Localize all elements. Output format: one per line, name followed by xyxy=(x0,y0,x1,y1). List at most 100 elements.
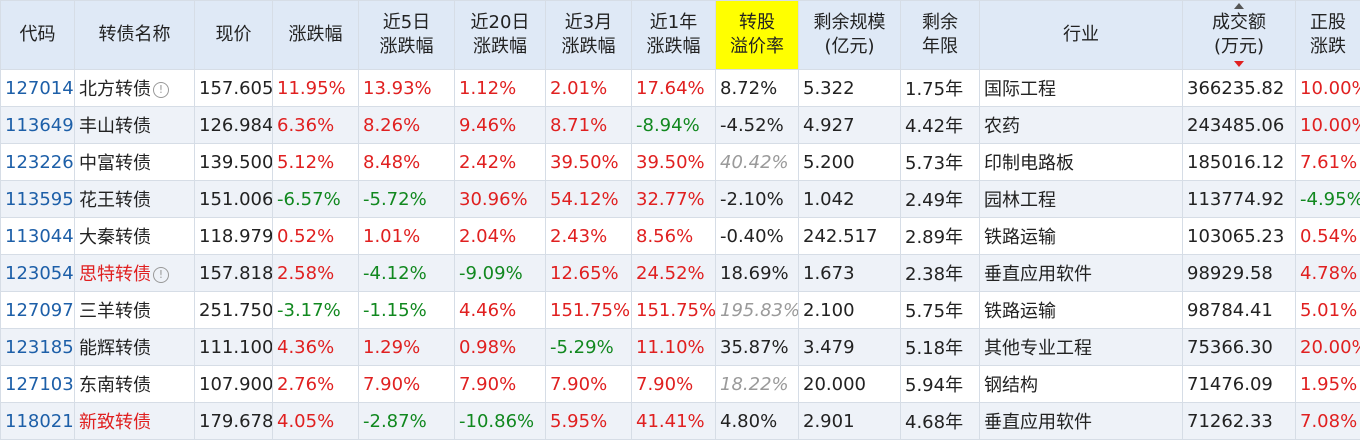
col-price[interactable]: 现价 xyxy=(195,1,273,70)
change-5d-cell: -5.72% xyxy=(359,181,455,218)
change-cell: 2.76% xyxy=(273,366,359,403)
change-5d-cell: 8.26% xyxy=(359,107,455,144)
stock-change-cell: 4.78% xyxy=(1296,255,1360,292)
sort-descending-icon[interactable] xyxy=(1234,61,1244,67)
change-1y-cell: 11.10% xyxy=(632,329,716,366)
bond-code[interactable]: 127097 xyxy=(1,292,75,329)
col-name[interactable]: 转债名称 xyxy=(75,1,195,70)
conversion-premium-cell: 195.83% xyxy=(716,292,799,329)
info-icon[interactable]: ! xyxy=(153,267,169,283)
col-stock-change[interactable]: 正股涨跌 xyxy=(1296,1,1360,70)
price-cell: 139.500 xyxy=(195,144,273,181)
bond-code[interactable]: 113649 xyxy=(1,107,75,144)
col-turnover[interactable]: 成交额(万元) xyxy=(1183,1,1296,70)
change-5d-cell: 7.90% xyxy=(359,366,455,403)
price-cell: 157.818 xyxy=(195,255,273,292)
change-1y-cell: 17.64% xyxy=(632,70,716,107)
bond-name[interactable]: 丰山转债 xyxy=(75,107,195,144)
col-change[interactable]: 涨跌幅 xyxy=(273,1,359,70)
remaining-term-cell: 4.68年 xyxy=(901,403,980,440)
change-1y-cell: 151.75% xyxy=(632,292,716,329)
bond-code[interactable]: 123226 xyxy=(1,144,75,181)
header-row: 代码 转债名称 现价 涨跌幅 近5日涨跌幅 近20日涨跌幅 近3月涨跌幅 近1年… xyxy=(1,1,1360,70)
change-1y-cell: 8.56% xyxy=(632,218,716,255)
bond-name[interactable]: 北方转债! xyxy=(75,70,195,107)
remaining-scale-cell: 3.479 xyxy=(799,329,901,366)
change-1y-cell: 39.50% xyxy=(632,144,716,181)
bond-name[interactable]: 思特转债! xyxy=(75,255,195,292)
bond-code[interactable]: 127014 xyxy=(1,70,75,107)
bond-name[interactable]: 花王转债 xyxy=(75,181,195,218)
bond-code[interactable]: 118021 xyxy=(1,403,75,440)
bond-name[interactable]: 三羊转债 xyxy=(75,292,195,329)
stock-change-cell: 10.00% xyxy=(1296,70,1360,107)
price-cell: 251.750 xyxy=(195,292,273,329)
turnover-cell: 98784.41 xyxy=(1183,292,1296,329)
bond-name[interactable]: 东南转债 xyxy=(75,366,195,403)
info-icon[interactable]: ! xyxy=(153,82,169,98)
bond-name[interactable]: 大秦转债 xyxy=(75,218,195,255)
change-5d-cell: 13.93% xyxy=(359,70,455,107)
stock-change-cell: 5.01% xyxy=(1296,292,1360,329)
bond-code[interactable]: 123054 xyxy=(1,255,75,292)
bond-code[interactable]: 113595 xyxy=(1,181,75,218)
price-cell: 179.678 xyxy=(195,403,273,440)
change-cell: 6.36% xyxy=(273,107,359,144)
bond-code[interactable]: 123185 xyxy=(1,329,75,366)
change-3m-cell: 12.65% xyxy=(546,255,632,292)
bond-code[interactable]: 127103 xyxy=(1,366,75,403)
industry-cell: 垂直应用软件 xyxy=(980,403,1183,440)
col-conversion-premium[interactable]: 转股溢价率 xyxy=(716,1,799,70)
col-remaining-scale[interactable]: 剩余规模(亿元) xyxy=(799,1,901,70)
col-code[interactable]: 代码 xyxy=(1,1,75,70)
change-1y-cell: 24.52% xyxy=(632,255,716,292)
remaining-scale-cell: 5.200 xyxy=(799,144,901,181)
col-change-5d[interactable]: 近5日涨跌幅 xyxy=(359,1,455,70)
stock-change-cell: 1.95% xyxy=(1296,366,1360,403)
col-change-1y[interactable]: 近1年涨跌幅 xyxy=(632,1,716,70)
change-20d-cell: 1.12% xyxy=(455,70,546,107)
stock-change-cell: 0.54% xyxy=(1296,218,1360,255)
change-cell: -3.17% xyxy=(273,292,359,329)
industry-cell: 园林工程 xyxy=(980,181,1183,218)
col-change-20d[interactable]: 近20日涨跌幅 xyxy=(455,1,546,70)
bond-name[interactable]: 中富转债 xyxy=(75,144,195,181)
remaining-term-cell: 2.38年 xyxy=(901,255,980,292)
col-industry[interactable]: 行业 xyxy=(980,1,1183,70)
col-remaining-term[interactable]: 剩余年限 xyxy=(901,1,980,70)
turnover-cell: 71476.09 xyxy=(1183,366,1296,403)
price-cell: 111.100 xyxy=(195,329,273,366)
remaining-term-cell: 5.94年 xyxy=(901,366,980,403)
stock-change-cell: 10.00% xyxy=(1296,107,1360,144)
change-5d-cell: 1.01% xyxy=(359,218,455,255)
bond-name[interactable]: 能辉转债 xyxy=(75,329,195,366)
change-3m-cell: 54.12% xyxy=(546,181,632,218)
change-5d-cell: -1.15% xyxy=(359,292,455,329)
change-3m-cell: 5.95% xyxy=(546,403,632,440)
industry-cell: 印制电路板 xyxy=(980,144,1183,181)
bond-name[interactable]: 新致转债 xyxy=(75,403,195,440)
remaining-term-cell: 2.89年 xyxy=(901,218,980,255)
col-change-3m[interactable]: 近3月涨跌幅 xyxy=(546,1,632,70)
change-cell: -6.57% xyxy=(273,181,359,218)
bond-code[interactable]: 113044 xyxy=(1,218,75,255)
change-cell: 11.95% xyxy=(273,70,359,107)
conversion-premium-cell: 35.87% xyxy=(716,329,799,366)
turnover-cell: 71262.33 xyxy=(1183,403,1296,440)
remaining-term-cell: 5.75年 xyxy=(901,292,980,329)
remaining-term-cell: 5.18年 xyxy=(901,329,980,366)
turnover-cell: 103065.23 xyxy=(1183,218,1296,255)
sort-ascending-icon[interactable] xyxy=(1234,3,1244,9)
change-20d-cell: 2.04% xyxy=(455,218,546,255)
